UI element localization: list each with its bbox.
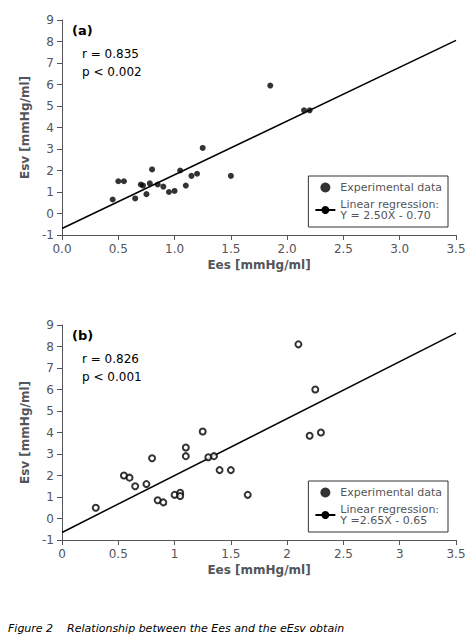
svg-text:(b): (b) bbox=[72, 328, 93, 343]
svg-text:0.5: 0.5 bbox=[109, 547, 128, 561]
svg-text:Linear regression:: Linear regression: bbox=[340, 503, 440, 516]
svg-text:Esv [mmHg/ml]: Esv [mmHg/ml] bbox=[18, 381, 32, 484]
svg-text:1.5: 1.5 bbox=[221, 242, 240, 256]
svg-text:1.0: 1.0 bbox=[165, 242, 184, 256]
svg-text:1.5: 1.5 bbox=[221, 547, 240, 561]
svg-text:Experimental data: Experimental data bbox=[340, 486, 442, 499]
svg-text:Y = 2.50X - 0.70: Y = 2.50X - 0.70 bbox=[339, 209, 430, 222]
svg-text:-1: -1 bbox=[42, 228, 54, 242]
svg-text:Linear regression:: Linear regression: bbox=[340, 198, 440, 211]
svg-text:9: 9 bbox=[46, 318, 54, 332]
svg-text:3: 3 bbox=[46, 447, 54, 461]
svg-text:3.0: 3.0 bbox=[390, 242, 409, 256]
svg-text:Experimental data: Experimental data bbox=[340, 181, 442, 194]
svg-text:4: 4 bbox=[46, 426, 54, 440]
svg-text:7: 7 bbox=[46, 361, 54, 375]
svg-text:3: 3 bbox=[396, 547, 404, 561]
svg-text:3.5: 3.5 bbox=[446, 242, 465, 256]
svg-text:8: 8 bbox=[46, 35, 54, 49]
svg-text:6: 6 bbox=[46, 78, 54, 92]
svg-text:7: 7 bbox=[46, 56, 54, 70]
svg-text:Ees [mmHg/ml]: Ees [mmHg/ml] bbox=[207, 563, 310, 577]
svg-text:(a): (a) bbox=[72, 23, 93, 38]
svg-text:1: 1 bbox=[171, 547, 179, 561]
svg-text:2: 2 bbox=[46, 164, 54, 178]
svg-text:2.0: 2.0 bbox=[278, 242, 297, 256]
svg-text:2: 2 bbox=[46, 469, 54, 483]
svg-text:6: 6 bbox=[46, 383, 54, 397]
svg-text:2.5: 2.5 bbox=[334, 547, 353, 561]
svg-text:3.5: 3.5 bbox=[446, 547, 465, 561]
svg-text:1: 1 bbox=[46, 185, 54, 199]
svg-text:3: 3 bbox=[46, 142, 54, 156]
svg-text:0.5: 0.5 bbox=[109, 242, 128, 256]
svg-text:2: 2 bbox=[283, 547, 291, 561]
svg-text:0: 0 bbox=[46, 207, 54, 221]
svg-text:Ees [mmHg/ml]: Ees [mmHg/ml] bbox=[207, 258, 310, 272]
svg-text:Esv [mmHg/ml]: Esv [mmHg/ml] bbox=[18, 76, 32, 179]
svg-text:Figure 2 Relationship betwe: Figure 2 Relationship between the Ees an… bbox=[8, 622, 344, 635]
svg-text:r = 0.826: r = 0.826 bbox=[82, 352, 139, 366]
svg-text:2.5: 2.5 bbox=[334, 242, 353, 256]
svg-text:9: 9 bbox=[46, 13, 54, 27]
svg-text:0: 0 bbox=[58, 547, 66, 561]
svg-text:4: 4 bbox=[46, 121, 54, 135]
svg-text:r = 0.835: r = 0.835 bbox=[82, 47, 139, 61]
svg-text:-1: -1 bbox=[42, 533, 54, 547]
svg-text:5: 5 bbox=[46, 99, 54, 113]
svg-text:1: 1 bbox=[46, 490, 54, 504]
svg-text:p < 0.002: p < 0.002 bbox=[82, 65, 142, 79]
svg-text:5: 5 bbox=[46, 404, 54, 418]
svg-text:Y =2.65X - 0.65: Y =2.65X - 0.65 bbox=[339, 514, 427, 527]
svg-text:p < 0.001: p < 0.001 bbox=[82, 370, 142, 384]
svg-text:8: 8 bbox=[46, 340, 54, 354]
svg-text:0.0: 0.0 bbox=[52, 242, 71, 256]
svg-text:0: 0 bbox=[46, 512, 54, 526]
